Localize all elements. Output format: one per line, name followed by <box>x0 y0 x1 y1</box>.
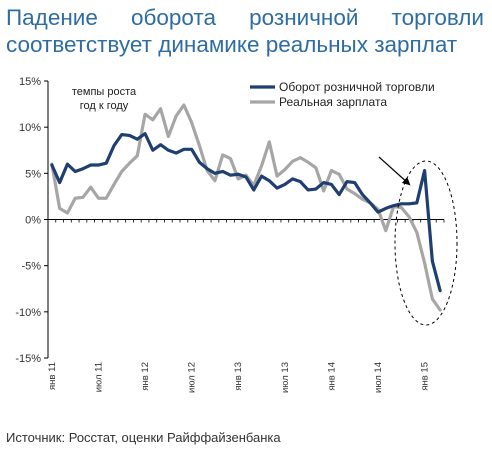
source-note: Источник: Росстат, оценки Райффайзенбанк… <box>6 430 281 445</box>
x-tick-label: янв 13 <box>233 362 244 391</box>
y-tick-label: 15% <box>19 76 41 88</box>
x-tick-label: июл 11 <box>93 362 104 392</box>
series-line-turnover <box>50 132 442 293</box>
x-axis: янв 11 июл 11 янв 12 июл 12 янв 13 июл 13 янв … <box>47 219 445 393</box>
y-tick-label: -10% <box>15 307 41 319</box>
legend-label-wages: Реальная зарплата <box>279 95 387 109</box>
y-tick-label: 0% <box>25 215 41 227</box>
x-tick-label: янв 14 <box>326 362 337 391</box>
dashed-ellipse <box>394 160 458 326</box>
title-line-1: Падение оборота розничной торговли <box>6 5 484 30</box>
x-tick-label: янв 15 <box>420 362 431 391</box>
x-tick-label: янв 12 <box>140 362 151 391</box>
x-tick-label: янв 11 <box>47 362 58 390</box>
y-tick-label: -15% <box>15 353 41 365</box>
legend-label-turnover: Оборот розничной торговли <box>279 80 435 94</box>
x-tick-label: июл 14 <box>373 362 384 393</box>
annotation-line-1: темпы роста <box>72 86 137 98</box>
chart-title: Падение оборота розничной торговли соотв… <box>6 4 484 58</box>
arrow <box>378 156 411 186</box>
y-axis: 15% 10% 5% 0% -5% -10% -15% <box>15 76 49 365</box>
x-tick-label: июл 12 <box>187 362 198 393</box>
annotation-line-2: год к году <box>80 100 129 112</box>
title-line-2: соответствует динамике реальных зарплат <box>6 32 458 57</box>
series-layer <box>50 103 442 312</box>
legend: Оборот розничной торговли Реальная зарпл… <box>250 80 435 109</box>
y-tick-label: 10% <box>19 122 41 134</box>
highlight-callout <box>378 156 458 326</box>
x-tick-label: июл 13 <box>280 362 291 393</box>
y-tick-label: -5% <box>21 261 41 273</box>
series-line-wages <box>50 103 442 312</box>
y-tick-label: 5% <box>25 168 41 180</box>
